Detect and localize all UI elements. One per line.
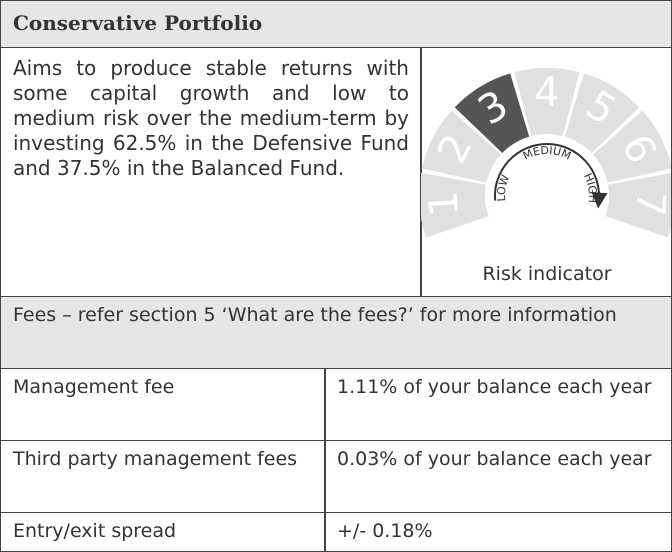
fee-label: Third party management fees: [0, 440, 326, 513]
risk-label: MEDIUM: [521, 144, 573, 163]
risk-segment: [593, 110, 671, 183]
risk-arc: [494, 143, 608, 209]
risk-level: 1: [421, 189, 468, 218]
risk-caption: Risk indicator: [482, 263, 611, 285]
fee-value: 0.03% of your balance each year: [324, 440, 672, 513]
risk-label-medium: MEDIUM: [521, 144, 573, 163]
fee-value: +/- 0.18%: [324, 512, 672, 552]
risk-segment: [421, 110, 501, 183]
risk-segment: [421, 172, 489, 238]
risk-segment: [605, 173, 671, 238]
fee-label: Management fee: [0, 368, 326, 441]
risk-segment: [454, 73, 530, 154]
header-title: Conservative Portfolio: [0, 0, 672, 48]
risk-level: 7: [626, 189, 672, 218]
risk-label: HIGH: [581, 171, 599, 203]
risk-segment: [514, 68, 580, 137]
risk-segment: [564, 73, 640, 154]
risk-label-high: HIGH: [581, 171, 599, 203]
risk-cell: 1 2 3 4 5 6 7 LOW MEDIUM HIGH Risk indicator: [420, 47, 672, 297]
fee-value: 1.11% of your balance each year: [324, 368, 672, 441]
fee-label: Entry/exit spread: [0, 512, 326, 552]
risk-level: 4: [534, 70, 559, 116]
description: Aims to produce stable returns with some…: [0, 47, 422, 297]
fees-heading: Fees – refer section 5 ‘What are the fee…: [0, 296, 672, 369]
